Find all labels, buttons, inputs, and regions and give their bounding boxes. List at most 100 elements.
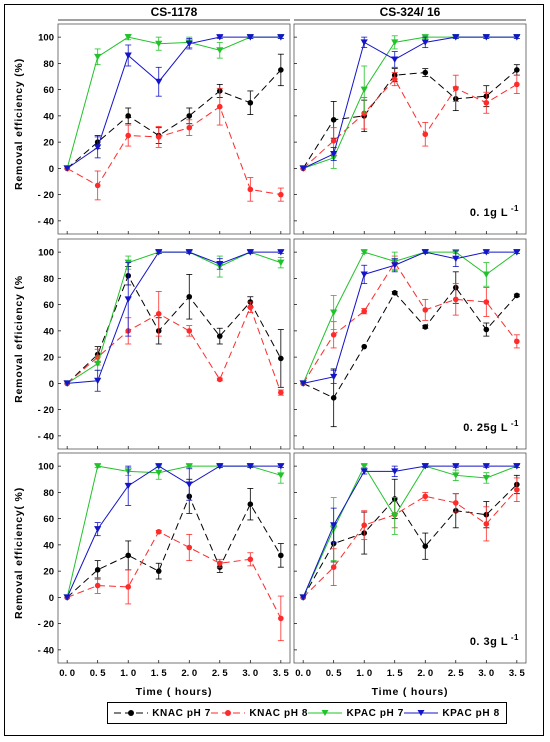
x-tick-label: 0. 0 (59, 668, 75, 679)
data-point-knac-ph8 (330, 332, 337, 338)
data-point-knac-ph8 (186, 124, 193, 131)
series-line-knac-ph7 (66, 274, 282, 384)
data-point-kpac-ph8 (124, 482, 132, 490)
data-point-kpac-ph8 (155, 78, 163, 86)
data-point-kpac-ph8 (299, 165, 307, 172)
data-point-knac-ph8 (125, 132, 132, 139)
data-point-knac-ph8 (247, 304, 254, 311)
y-tick-label: 100 (38, 33, 54, 44)
dose-label-2: 0. 3g L -1 (470, 633, 519, 648)
data-point-kpac-ph8 (452, 34, 460, 41)
dose-label-0: 0. 1g L -1 (470, 204, 519, 219)
panel-frame (57, 452, 291, 664)
data-point-kpac-ph8 (452, 255, 460, 263)
data-point-kpac-ph8 (185, 40, 193, 48)
data-point-knac-ph7 (186, 113, 193, 119)
data-point-knac-ph8 (483, 521, 490, 527)
data-point-knac-ph8 (247, 186, 254, 193)
data-point-kpac-ph8 (124, 52, 132, 59)
data-point-kpac-ph7 (155, 40, 163, 48)
legend-label-kpac-ph8: KPAC pH 8 (442, 707, 500, 719)
data-point-knac-ph8 (483, 299, 490, 305)
data-point-kpac-ph8 (421, 249, 429, 256)
series-line-knac-ph8 (302, 489, 518, 598)
figure-frame (4, 4, 544, 736)
data-point-kpac-ph8 (63, 165, 71, 172)
data-point-kpac-ph7 (94, 463, 102, 470)
data-point-kpac-ph8 (391, 468, 399, 475)
panel-frame (293, 238, 527, 450)
data-point-knac-ph7 (278, 355, 284, 362)
data-point-kpac-ph7 (360, 86, 368, 94)
panel-0: - 40 - 20 0 20 40 60 80 100 (38, 23, 291, 235)
data-point-knac-ph7 (278, 552, 284, 559)
data-point-kpac-ph8 (155, 463, 163, 470)
data-point-kpac-ph8 (246, 463, 254, 470)
x-tick-label: 2. 0 (417, 668, 433, 679)
data-point-knac-ph7 (330, 395, 337, 401)
data-point-kpac-ph8 (246, 249, 254, 256)
series-kpac-ph8 (299, 249, 521, 387)
y-axis-label-0: Removal efficiency (%) (13, 58, 25, 190)
x-tick-label: 0. 5 (90, 668, 107, 679)
series-knac-ph8 (64, 87, 284, 202)
data-point-knac-ph7 (483, 326, 490, 333)
series-line-knac-ph7 (302, 69, 518, 169)
data-point-knac-ph8 (155, 311, 162, 317)
y-axis-label-2: Removal efficiency( %) (13, 487, 25, 619)
data-point-kpac-ph7 (277, 472, 285, 479)
data-point-kpac-ph8 (94, 377, 102, 385)
data-point-knac-ph8 (483, 99, 490, 106)
data-point-knac-ph8 (452, 85, 459, 92)
series-line-knac-ph8 (66, 531, 282, 619)
y-tick-label: 0 (49, 593, 54, 604)
data-point-kpac-ph8 (452, 463, 460, 470)
data-point-kpac-ph7 (360, 249, 368, 256)
data-point-kpac-ph8 (124, 296, 132, 303)
data-point-kpac-ph8 (421, 39, 429, 46)
data-point-knac-ph8 (422, 131, 429, 138)
data-point-kpac-ph8 (299, 594, 307, 601)
column-title-1: CS-324/ 16 (380, 5, 441, 19)
data-point-knac-ph8 (422, 307, 429, 313)
series-line-knac-ph8 (66, 105, 281, 196)
y-tick-label: 60 (43, 85, 54, 96)
data-point-knac-ph8 (186, 328, 193, 334)
data-point-kpac-ph7 (94, 360, 102, 368)
data-point-knac-ph7 (125, 552, 132, 559)
data-point-kpac-ph8 (360, 468, 368, 475)
data-point-knac-ph7 (514, 67, 520, 73)
data-point-knac-ph8 (155, 134, 162, 140)
data-point-kpac-ph8 (63, 594, 71, 601)
y-tick-label: 80 (43, 274, 54, 285)
data-point-knac-ph8 (216, 376, 223, 383)
data-point-knac-ph8 (330, 138, 337, 144)
data-point-knac-ph8 (452, 296, 459, 303)
data-point-kpac-ph8 (330, 373, 338, 381)
data-point-kpac-ph7 (330, 309, 338, 316)
data-point-knac-ph8 (422, 493, 429, 500)
data-point-kpac-ph8 (421, 463, 429, 470)
legend-item-kpac-ph7: KPAC pH 7 (308, 708, 403, 719)
panel-frame (293, 452, 527, 664)
series-kpac-ph8 (299, 463, 521, 601)
series-line-kpac-ph8 (303, 251, 517, 384)
data-point-kpac-ph8 (482, 34, 490, 41)
data-point-kpac-ph7 (155, 469, 163, 477)
panel-frame (57, 238, 291, 450)
legend: KNAC pH 7 KNAC pH 8 KPAC pH 7 KPAC pH 8 (107, 702, 507, 724)
data-point-kpac-ph8 (185, 481, 193, 488)
series-knac-ph7 (64, 53, 284, 172)
y-tick-label: 20 (43, 353, 54, 364)
panel-5: 0. 0 0. 5 1. 0 1. 5 2. 0 2. 5 3. 0 3. 5 (293, 452, 527, 679)
series-line-kpac-ph8 (66, 36, 281, 169)
data-point-knac-ph8 (278, 389, 284, 396)
data-point-kpac-ph8 (360, 39, 368, 46)
dose-label-1: 0. 25g L -1 (463, 419, 519, 434)
data-point-kpac-ph8 (360, 271, 368, 278)
y-tick-label: 40 (43, 326, 54, 337)
data-point-kpac-ph7 (360, 463, 368, 470)
series-kpac-ph7 (299, 249, 521, 387)
x-tick-label: 3. 0 (242, 668, 258, 679)
data-point-knac-ph8 (361, 522, 368, 528)
